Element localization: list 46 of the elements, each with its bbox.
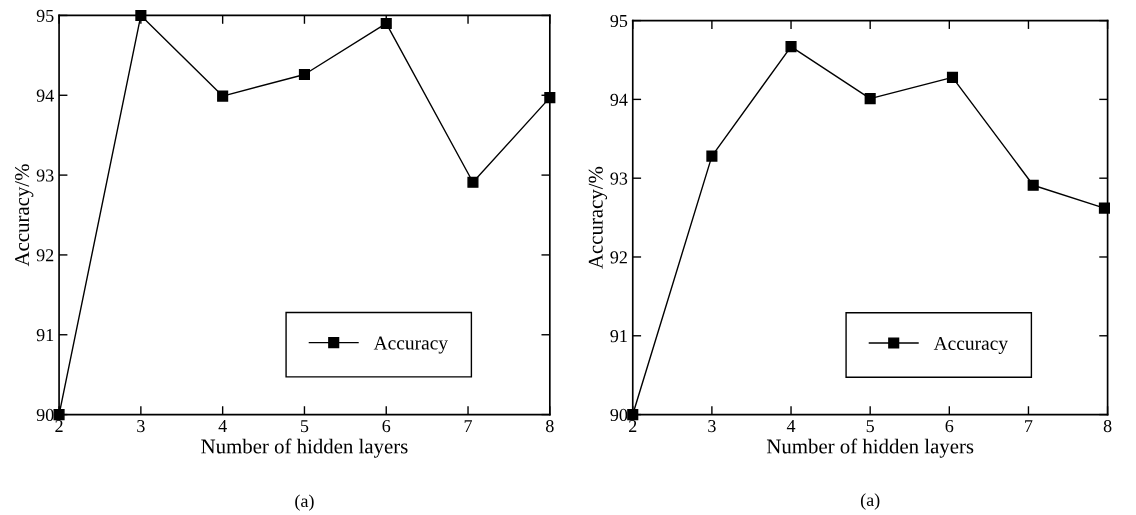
point xyxy=(135,9,147,22)
y-tick-label: 90 xyxy=(610,408,628,422)
point xyxy=(380,17,392,29)
point xyxy=(217,90,229,102)
x-tick-label: 2 xyxy=(55,420,63,432)
point xyxy=(1098,202,1110,214)
x-tick-label: 4 xyxy=(786,420,796,432)
point xyxy=(706,150,718,162)
x-tick-label: 6 xyxy=(382,420,391,433)
x-tick-label: 3 xyxy=(137,420,145,433)
x-axis-title: Number of hidden layers xyxy=(201,438,408,458)
x-tick-label: 2 xyxy=(629,420,637,432)
legend-label: Accuracy xyxy=(933,336,1008,354)
y-tick-label: 90 xyxy=(36,408,54,422)
x-tick-label: 5 xyxy=(300,420,309,433)
y-tick-label: 94 xyxy=(610,93,628,106)
x-tick-label: 6 xyxy=(945,420,954,433)
x-tick-label: 7 xyxy=(464,420,473,432)
x-tick-label: 7 xyxy=(1025,420,1033,432)
x-tick-label: 3 xyxy=(708,420,716,433)
point xyxy=(1027,179,1039,191)
legend-label: Accuracy xyxy=(373,336,448,354)
x-tick-label: 5 xyxy=(866,420,874,433)
y-tick-label: 95 xyxy=(610,14,628,28)
point xyxy=(864,93,876,105)
y-axis-title: Accuracy/% xyxy=(15,164,34,267)
point xyxy=(298,68,311,81)
point xyxy=(946,71,959,83)
text: (a) xyxy=(295,494,314,511)
y-tick-label: 94 xyxy=(36,89,54,102)
point xyxy=(785,41,797,53)
y-tick-label: 91 xyxy=(610,330,627,343)
text: (a) xyxy=(860,493,880,510)
y-tick-label: 95 xyxy=(36,9,54,22)
y-tick-label: 92 xyxy=(610,251,627,264)
y-axis-title: Accuracy/% xyxy=(588,166,608,269)
y-tick-label: 91 xyxy=(36,329,54,342)
point xyxy=(544,92,556,104)
x-axis-title: Number of hidden layers xyxy=(766,438,974,458)
x-tick-label: 8 xyxy=(546,419,554,433)
y-tick-label: 92 xyxy=(36,249,54,262)
point xyxy=(467,176,479,188)
x-tick-label: 4 xyxy=(218,420,227,432)
y-tick-label: 93 xyxy=(36,169,54,182)
y-tick-label: 93 xyxy=(610,172,628,185)
x-tick-label: 8 xyxy=(1103,419,1112,433)
